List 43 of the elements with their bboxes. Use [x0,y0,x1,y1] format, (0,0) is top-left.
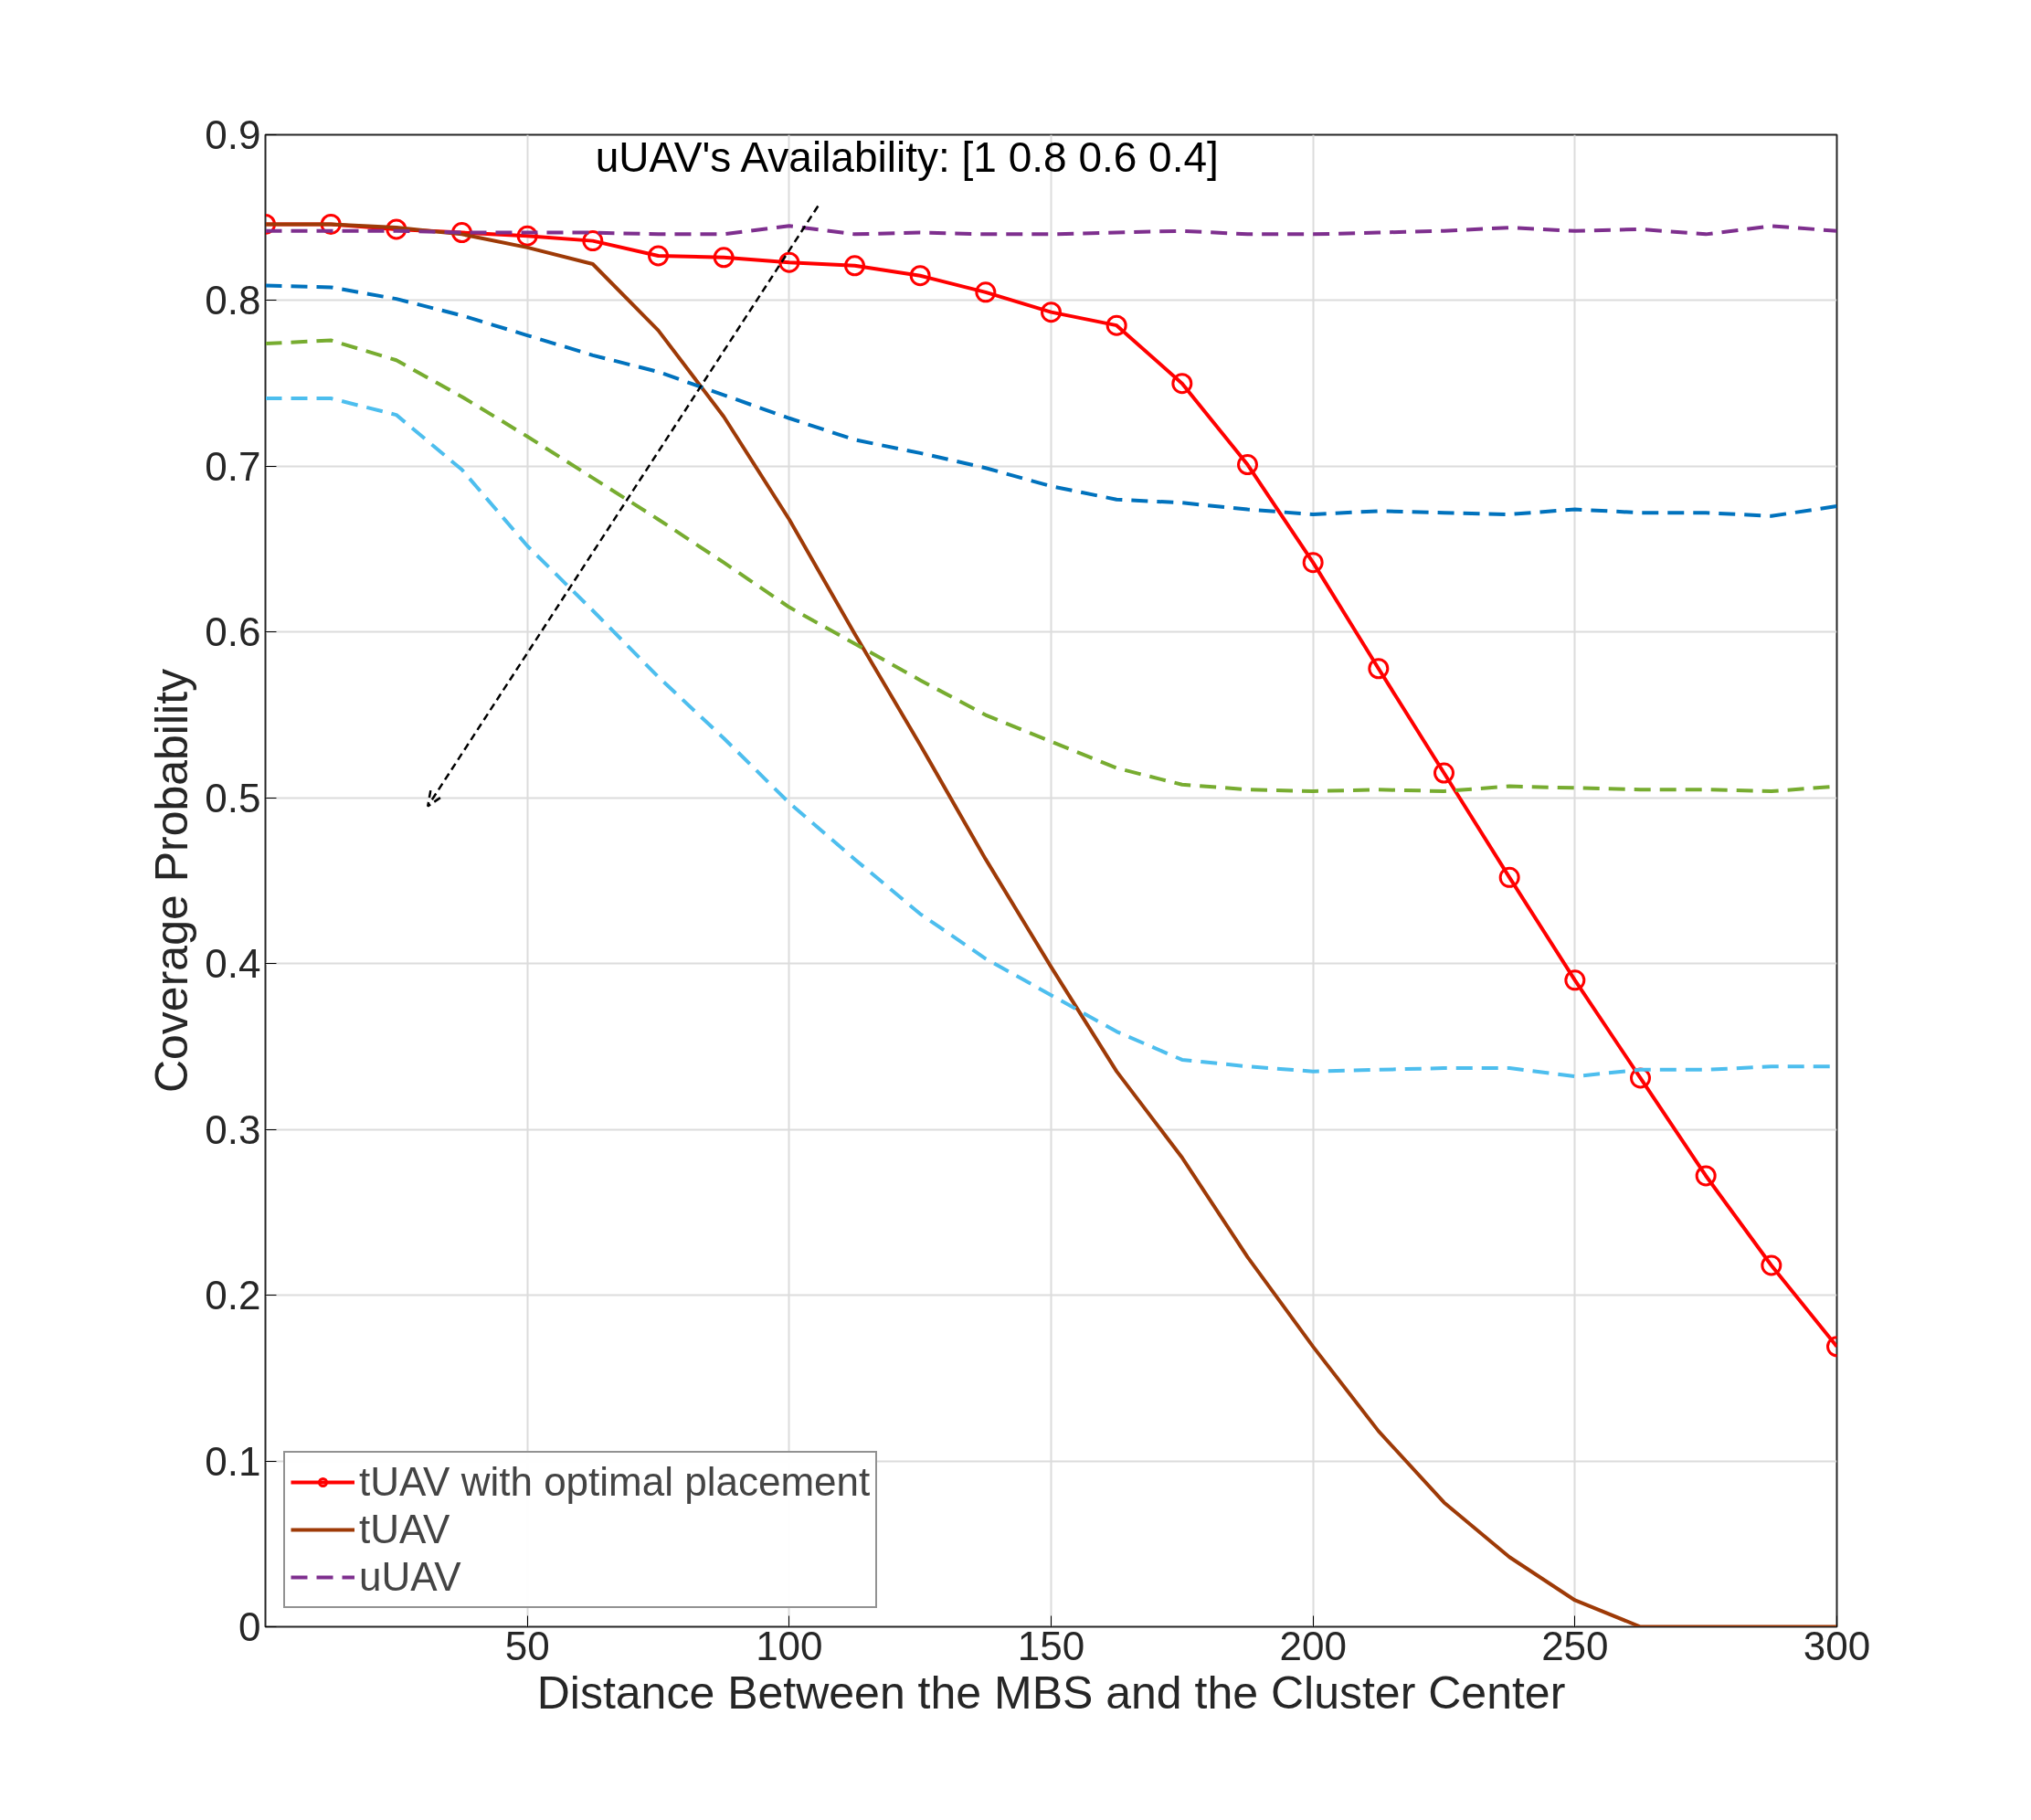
x-tick-label: 50 [504,1623,550,1668]
point [1695,1165,1717,1187]
y-tick-label: 0.8 [205,278,261,323]
annotation: uUAV's Availability: [1 0.8 0.6 0.4] [595,133,1219,182]
point [516,225,538,247]
point [1433,762,1454,784]
point [909,265,931,287]
y-tick-label: 0.5 [205,775,261,820]
point [1237,454,1258,476]
x-tick-label: 300 [1803,1623,1871,1668]
x-axis-title: Distance Between the MBS and the Cluster Center [536,1667,1566,1719]
point [648,245,669,267]
y-tick-label: 0.2 [205,1273,261,1318]
point [1171,373,1193,395]
x-tick-label: 250 [1541,1623,1609,1668]
point [1041,302,1062,323]
point [1105,314,1127,336]
line-series [265,283,1837,518]
point [582,230,604,252]
point [1498,866,1520,888]
point [1761,1254,1782,1276]
y-tick-label: 0.4 [205,941,261,987]
y-tick-label: 0.7 [205,443,261,489]
y-tick-label: 0.9 [205,112,261,157]
y-tick-label: 0.1 [205,1438,261,1484]
point [975,281,997,303]
x-tick-label: 200 [1279,1623,1347,1668]
point [844,255,865,277]
legend-label: tUAV with optimal placement [359,1458,871,1506]
x-tick-label: 150 [1017,1623,1085,1668]
point [1564,969,1586,991]
y-tick-label: 0 [238,1604,261,1649]
point [1302,552,1324,574]
line-series [265,224,1837,237]
point [713,247,735,269]
y-axis-title: Coverage Probability [146,668,198,1094]
legend-label: tUAV [359,1506,450,1553]
legend-label: uUAV [359,1553,461,1601]
x-tick-label: 100 [756,1623,823,1668]
point [1368,658,1390,680]
point [778,251,800,273]
y-tick-label: 0.3 [205,1106,261,1152]
y-tick-label: 0.6 [205,609,261,655]
